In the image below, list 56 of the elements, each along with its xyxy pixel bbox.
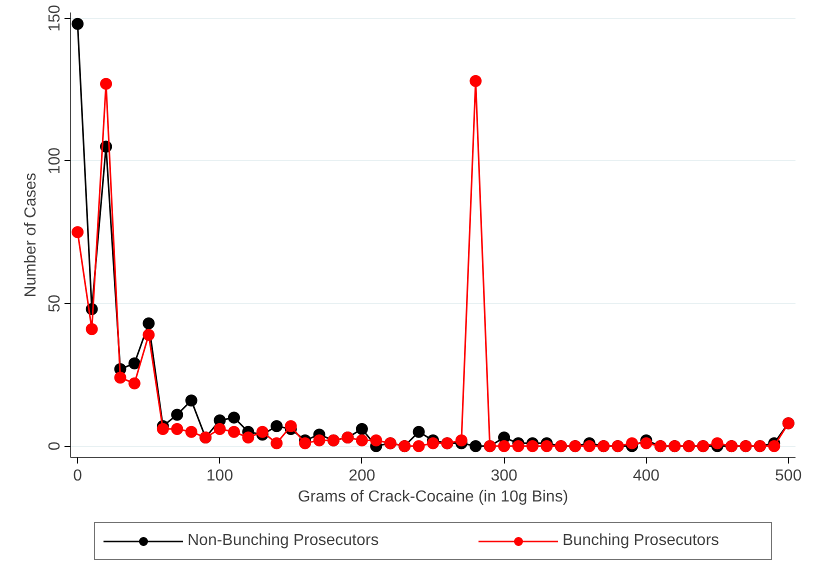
point: [228, 426, 240, 438]
point: [356, 434, 368, 446]
point: [540, 440, 553, 452]
point: [455, 434, 468, 446]
point: [242, 432, 254, 444]
legend-label: Non-Bunching Prosecutors: [188, 532, 380, 550]
y-tick-label: 50: [46, 294, 64, 312]
x-tick-label: 300: [490, 468, 518, 484]
point: [412, 426, 425, 438]
point: [412, 440, 425, 452]
point: [356, 422, 368, 435]
point: [228, 412, 240, 424]
point: [526, 440, 539, 452]
point: [427, 437, 439, 450]
x-tick-label: 500: [775, 468, 802, 484]
point: [72, 18, 84, 30]
point: [72, 226, 84, 238]
point: [470, 440, 482, 452]
point: [640, 437, 652, 450]
point: [284, 420, 297, 432]
point: [86, 323, 98, 336]
point: [214, 422, 226, 435]
point: [270, 437, 283, 450]
point: [470, 74, 482, 87]
point: [498, 440, 510, 452]
x-axis-title: Grams of Crack-Cocaine (in 10g Bins): [298, 488, 568, 506]
point: [256, 426, 268, 438]
point: [185, 426, 198, 438]
x-tick-label: 200: [348, 468, 376, 484]
y-tick-label: 100: [46, 147, 64, 174]
point: [768, 440, 780, 452]
point: [128, 357, 140, 370]
y-axis-title: Number of Cases: [22, 172, 40, 298]
point: [299, 437, 312, 450]
point: [583, 440, 596, 452]
point: [626, 437, 638, 450]
point: [171, 408, 184, 421]
x-tick-label: 400: [632, 468, 660, 484]
point: [711, 437, 724, 450]
point: [142, 317, 155, 330]
point: [185, 394, 198, 406]
x-tick-label: 100: [206, 468, 234, 484]
point: [171, 422, 184, 435]
point: [100, 78, 112, 90]
point: [270, 420, 283, 432]
point: [142, 328, 155, 341]
x-tick-label: 0: [73, 468, 82, 484]
point: [128, 377, 140, 390]
legend-label: Bunching Prosecutors: [562, 532, 720, 550]
y-tick-label: 150: [46, 4, 64, 32]
point: [156, 422, 169, 435]
point: [114, 372, 126, 384]
point: [512, 440, 524, 452]
point: [313, 434, 326, 446]
y-tick-label: 0: [46, 442, 64, 451]
point: [370, 434, 382, 446]
